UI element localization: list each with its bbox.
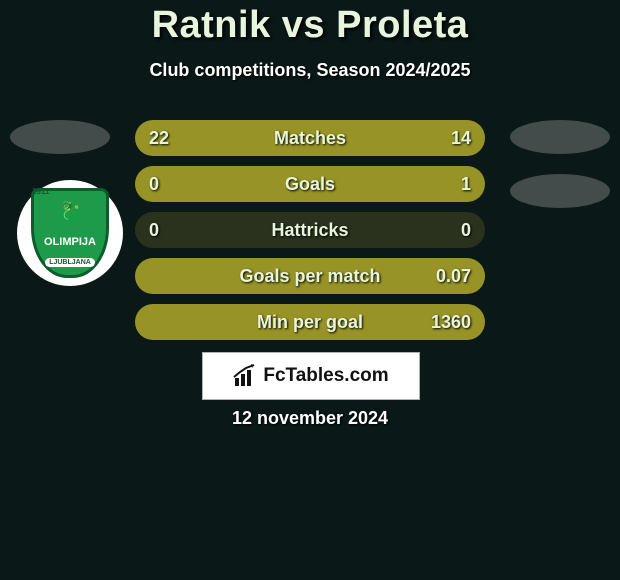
- footer-date: 12 november 2024: [0, 408, 620, 429]
- stage: Ratnik vs Proleta Club competitions, Sea…: [0, 0, 620, 580]
- bar-fill-wrap: [135, 304, 485, 340]
- bar-fill-wrap: [135, 212, 485, 248]
- brand-box: FcTables.com: [202, 352, 420, 400]
- stat-bar: Goals per match0.07: [135, 258, 485, 294]
- shield-mid-text: OLIMPIJA: [44, 237, 96, 248]
- page-subtitle: Club competitions, Season 2024/2025: [0, 60, 620, 81]
- brand-text: FcTables.com: [263, 365, 388, 387]
- decor-ellipse-right-2: [510, 174, 610, 208]
- stat-bars-container: 22Matches14 0Goals1 0Hattricks0 Goals per m…: [135, 120, 485, 350]
- shield-dragon-icon: 🐉: [59, 201, 81, 222]
- stat-bar: 0Hattricks0: [135, 212, 485, 248]
- brand-chart-icon: [233, 364, 257, 388]
- bar-fill-wrap: [135, 120, 485, 156]
- bar-fill-wrap: [135, 166, 485, 202]
- club-shield: 1911 🐉 OLIMPIJA LJUBLJANA: [31, 188, 109, 278]
- shield-year: 1911: [32, 187, 49, 196]
- club-logo: 1911 🐉 OLIMPIJA LJUBLJANA: [17, 180, 123, 286]
- bar-fill-full: [135, 258, 485, 294]
- stat-bar: Min per goal1360: [135, 304, 485, 340]
- decor-ellipse-left: [10, 120, 110, 154]
- decor-ellipse-right-1: [510, 120, 610, 154]
- bar-fill-wrap: [135, 258, 485, 294]
- stat-bar: 22Matches14: [135, 120, 485, 156]
- bar-fill-full: [135, 120, 485, 156]
- bar-fill-full: [135, 166, 485, 202]
- stat-bar: 0Goals1: [135, 166, 485, 202]
- page-title: Ratnik vs Proleta: [0, 4, 620, 47]
- shield-bottom-text: LJUBLJANA: [45, 258, 95, 267]
- bar-fill-full: [135, 304, 485, 340]
